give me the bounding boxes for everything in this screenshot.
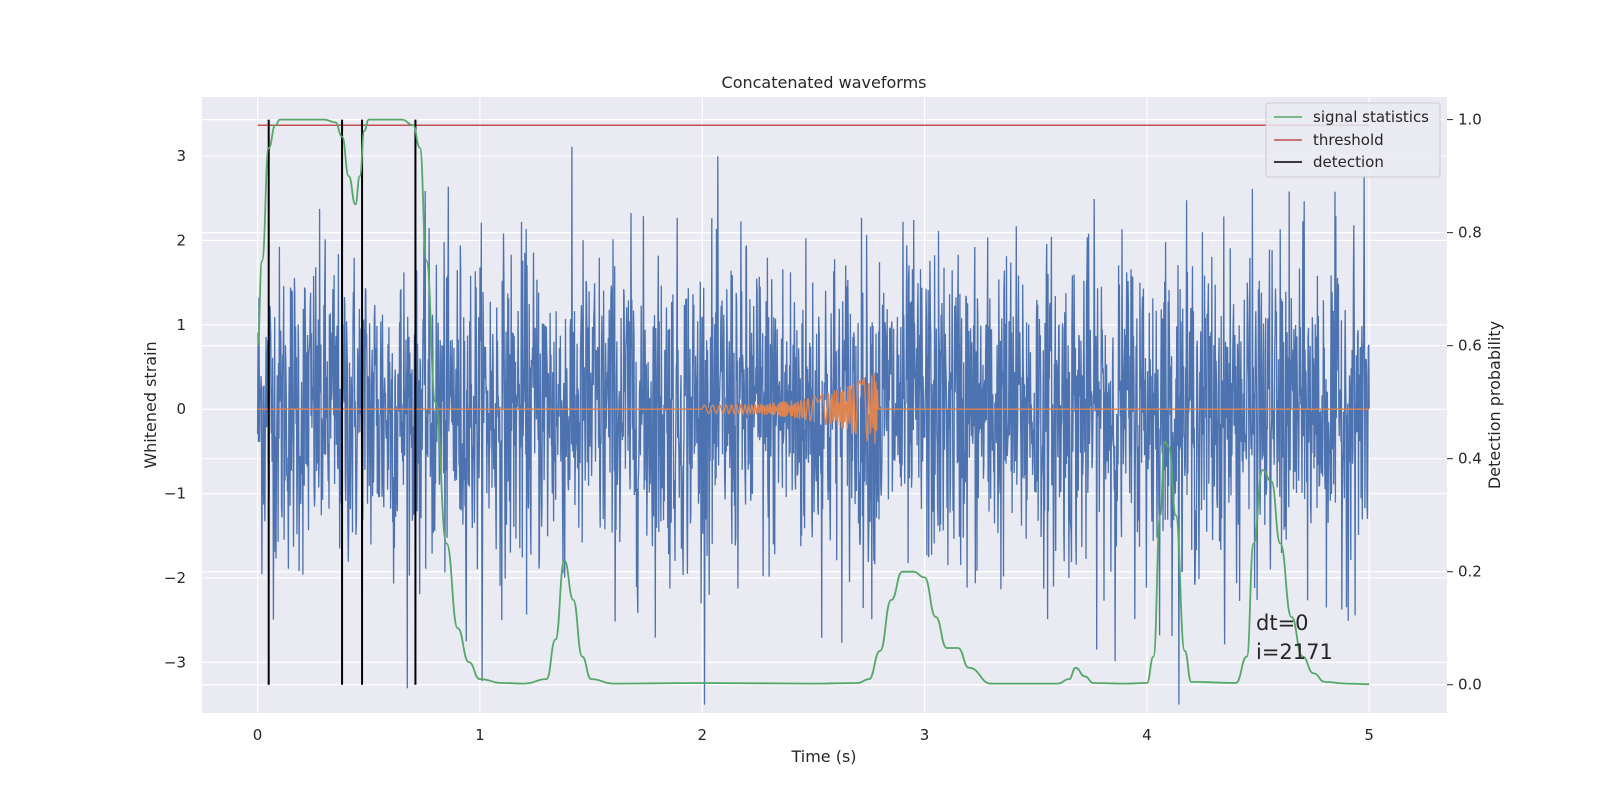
plot-area — [256, 118, 1370, 705]
legend: signal statistics threshold detection — [1265, 102, 1441, 178]
chart-title: Concatenated waveforms — [722, 73, 927, 92]
y-tick-label: 0 — [176, 400, 186, 418]
x-tick-label: 3 — [920, 726, 930, 744]
y2-tick-label: 0.0 — [1458, 676, 1482, 694]
legend-label-detection: detection — [1313, 153, 1384, 171]
series-template-waveform-line — [257, 374, 1370, 444]
x-axis-title: Time (s) — [790, 747, 856, 766]
axes: 0 1 2 3 4 5 −3 −2 −1 0 1 2 3 0.0 0.2 0.4 0.6 0.8 1.0 — [164, 111, 1482, 744]
y2-axis-title: Detection probability — [1485, 321, 1504, 489]
y-tick-label: 3 — [176, 147, 186, 165]
x-tick-label: 5 — [1364, 726, 1374, 744]
series-signal-statistics-line — [256, 118, 1370, 686]
legend-label-threshold: threshold — [1313, 131, 1384, 149]
annotation-i: i=2171 — [1256, 640, 1333, 664]
y2-tick-label: 0.8 — [1458, 224, 1482, 242]
y-tick-label: 1 — [176, 316, 186, 334]
y2-tick-label: 0.4 — [1458, 450, 1482, 468]
y2-tick-label: 1.0 — [1458, 111, 1482, 129]
y-tick-label: −3 — [164, 653, 186, 671]
legend-label-signal-statistics: signal statistics — [1313, 108, 1429, 126]
y-tick-label: −2 — [164, 569, 186, 587]
legend-box — [1265, 102, 1441, 178]
y-axis-title: Whitened strain — [141, 341, 160, 468]
x-tick-label: 2 — [697, 726, 707, 744]
x-tick-label: 0 — [253, 726, 263, 744]
y-tick-label: −1 — [164, 485, 186, 503]
x-tick-label: 4 — [1142, 726, 1152, 744]
y2-tick-label: 0.6 — [1458, 337, 1482, 355]
y2-tick-label: 0.2 — [1458, 563, 1482, 581]
x-tick-label: 1 — [475, 726, 485, 744]
y-tick-label: 2 — [176, 231, 186, 249]
series-whitened-strain-line — [256, 146, 1370, 705]
annotation-dt: dt=0 — [1256, 611, 1309, 635]
